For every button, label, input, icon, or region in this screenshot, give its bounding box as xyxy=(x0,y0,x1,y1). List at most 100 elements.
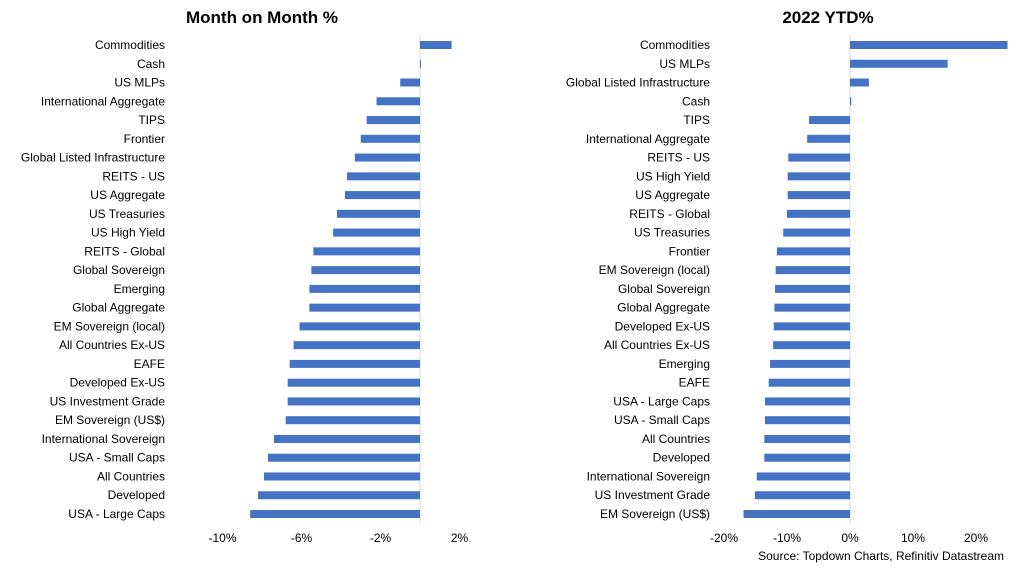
mom-category-label: EM Sovereign (US$) xyxy=(55,413,165,427)
ytd-bar xyxy=(850,59,948,68)
ytd-bar xyxy=(743,510,850,518)
ytd-bar xyxy=(807,134,850,143)
ytd-bar xyxy=(783,228,850,237)
ytd-category-label: All Countries Ex-US xyxy=(604,338,710,352)
mom-bar xyxy=(258,491,420,500)
ytd-bar xyxy=(768,378,850,387)
mom-bar xyxy=(400,78,420,87)
ytd-category-label: Developed Ex-US xyxy=(615,319,710,333)
ytd-category-label: Developed xyxy=(653,451,710,465)
ytd-category-label: Global Listed Infrastructure xyxy=(566,76,710,90)
ytd-category-label: US Investment Grade xyxy=(595,488,711,502)
ytd-category-label: Frontier xyxy=(669,244,710,258)
mom-category-label: Frontier xyxy=(124,132,165,146)
mom-bar xyxy=(376,97,420,106)
ytd-bar xyxy=(850,97,852,106)
mom-bar xyxy=(285,416,420,425)
mom-x-tick-label: 2% xyxy=(451,531,469,545)
ytd-x-tick-label: 0% xyxy=(841,531,859,545)
ytd-category-label: US High Yield xyxy=(636,169,710,183)
mom-bar xyxy=(360,134,420,143)
mom-category-label: Developed Ex-US xyxy=(70,376,165,390)
ytd-bar xyxy=(787,172,850,181)
mom-bar xyxy=(420,59,421,68)
mom-category-label: All Countries xyxy=(97,469,165,483)
ytd-category-label: Global Aggregate xyxy=(617,301,710,315)
mom-category-label: Emerging xyxy=(114,282,165,296)
mom-bar xyxy=(287,378,420,387)
ytd-category-label: REITS - US xyxy=(647,151,710,165)
ytd-bar xyxy=(775,284,850,293)
ytd-bar xyxy=(774,303,850,312)
mom-bar xyxy=(337,209,420,218)
ytd-bar xyxy=(764,416,850,425)
mom-category-label: TIPS xyxy=(138,113,165,127)
mom-category-label: US Investment Grade xyxy=(50,394,166,408)
source-note: Source: Topdown Charts, Refinitiv Datast… xyxy=(758,549,1004,563)
ytd-bar xyxy=(769,359,850,368)
ytd-bar xyxy=(850,41,1008,49)
ytd-bar xyxy=(788,153,850,162)
ytd-bar xyxy=(754,491,850,500)
ytd-category-label: US Treasuries xyxy=(634,226,710,240)
mom-category-label: USA - Small Caps xyxy=(69,451,165,465)
mom-category-label: REITS - Global xyxy=(84,244,165,258)
mom-x-tick-label: -6% xyxy=(291,531,313,545)
mom-bar xyxy=(273,434,420,443)
ytd-x-tick-label: -20% xyxy=(710,531,738,545)
mom-bar xyxy=(333,228,420,237)
ytd-category-label: REITS - Global xyxy=(629,207,710,221)
mom-category-label: International Sovereign xyxy=(42,432,165,446)
ytd-category-label: Emerging xyxy=(659,357,710,371)
mom-bar xyxy=(293,341,420,350)
ytd-category-label: TIPS xyxy=(683,113,710,127)
mom-category-label: US High Yield xyxy=(91,226,165,240)
ytd-category-label: International Aggregate xyxy=(586,132,710,146)
mom-category-label: Global Aggregate xyxy=(72,301,165,315)
mom-bar xyxy=(366,116,420,125)
mom-bar xyxy=(263,472,420,481)
ytd-bar xyxy=(787,209,850,218)
ytd-category-label: International Sovereign xyxy=(587,469,710,483)
ytd-bar xyxy=(764,434,850,443)
mom-bar xyxy=(313,247,420,256)
mom-category-label: Commodities xyxy=(95,38,165,52)
ytd-bar xyxy=(773,341,850,350)
ytd-bar xyxy=(773,322,850,331)
ytd-category-label: USA - Small Caps xyxy=(614,413,710,427)
right-chart-title: 2022 YTD% xyxy=(782,8,874,27)
mom-bar xyxy=(250,510,420,518)
mom-category-label: Global Sovereign xyxy=(73,263,165,277)
ytd-category-label: EM Sovereign (local) xyxy=(599,263,710,277)
ytd-bar xyxy=(764,397,850,406)
mom-x-tick-label: -10% xyxy=(208,531,236,545)
mom-category-label: All Countries Ex-US xyxy=(59,338,165,352)
mom-category-label: Cash xyxy=(137,57,165,71)
mom-category-label: EM Sovereign (local) xyxy=(54,319,165,333)
ytd-category-label: Cash xyxy=(682,94,710,108)
ytd-x-tick-label: 20% xyxy=(964,531,988,545)
ytd-category-label: EAFE xyxy=(679,376,710,390)
mom-category-label: US Aggregate xyxy=(90,188,165,202)
mom-category-label: USA - Large Caps xyxy=(68,507,165,521)
mom-category-label: International Aggregate xyxy=(41,94,165,108)
ytd-category-label: US Aggregate xyxy=(635,188,710,202)
mom-category-label: EAFE xyxy=(134,357,165,371)
ytd-x-tick-label: 10% xyxy=(901,531,925,545)
mom-category-label: Developed xyxy=(108,488,165,502)
mom-bar xyxy=(420,41,452,49)
ytd-category-label: Global Sovereign xyxy=(618,282,710,296)
mom-bar xyxy=(289,359,420,368)
mom-category-label: Global Listed Infrastructure xyxy=(21,151,165,165)
ytd-category-label: USA - Large Caps xyxy=(613,394,710,408)
ytd-bar xyxy=(850,78,869,87)
mom-bar xyxy=(354,153,420,162)
mom-bar xyxy=(287,397,420,406)
mom-bar xyxy=(311,266,420,275)
ytd-bar xyxy=(787,191,850,200)
ytd-category-label: Commodities xyxy=(640,38,710,52)
mom-x-tick-label: -2% xyxy=(370,531,392,545)
mom-category-label: US Treasuries xyxy=(89,207,165,221)
ytd-bar xyxy=(775,266,850,275)
